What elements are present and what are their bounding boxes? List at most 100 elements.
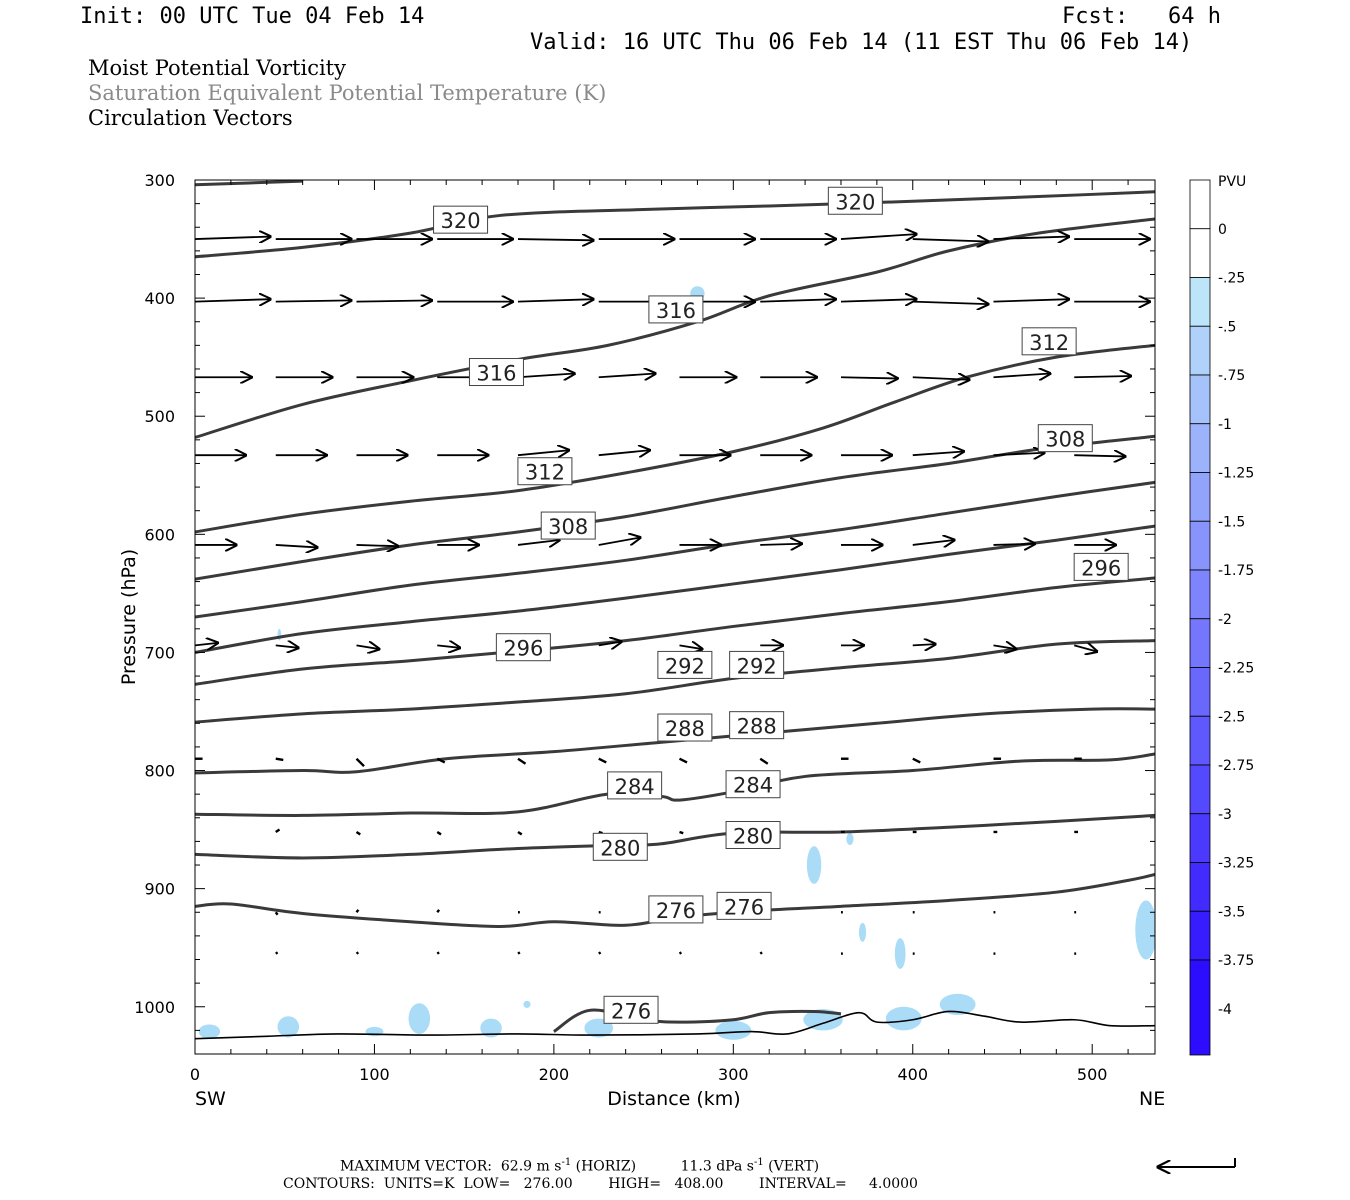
circulation-vector <box>356 300 431 301</box>
isentrope-288 <box>195 707 1155 775</box>
circulation-vector <box>355 951 360 955</box>
contour-label-box <box>607 771 663 800</box>
circulation-vector <box>517 450 569 455</box>
circulation-vector <box>912 302 988 304</box>
circulation-vector <box>436 909 441 913</box>
x-tick-label: 500 <box>1077 1065 1108 1084</box>
pv-shade-patch <box>523 1000 531 1008</box>
contour-label-box <box>468 358 524 387</box>
circulation-vector <box>993 645 1017 649</box>
circulation-vector <box>912 757 921 764</box>
circulation-vector <box>993 237 1069 239</box>
circulation-vector <box>275 951 279 955</box>
contour-label: 292 <box>657 650 713 679</box>
colorbar-swatch <box>1189 715 1211 766</box>
contour-label: 280 <box>725 821 781 849</box>
contour-label-box <box>725 770 781 799</box>
contour-label-box <box>729 650 785 679</box>
isentrope-280 <box>195 813 1155 860</box>
circulation-vector <box>993 453 1045 455</box>
contour-label-text: 292 <box>737 654 777 678</box>
circulation-vector <box>598 757 607 764</box>
terrain-layer <box>195 1010 1155 1040</box>
circulation-vector <box>679 830 684 835</box>
x-tick-label: 300 <box>718 1065 749 1084</box>
y-tick-label: 500 <box>144 407 175 426</box>
legend-vectors: Circulation Vectors <box>88 106 293 130</box>
contour-label: 276 <box>648 895 704 924</box>
colorbar-swatch <box>1189 423 1211 473</box>
forecast-hour: Fcst: 64 h <box>1062 4 1221 29</box>
colorbar-swatch <box>1189 472 1211 522</box>
circulation-vector <box>195 643 218 645</box>
circulation-vector <box>517 830 523 836</box>
circulation-vector <box>678 951 683 955</box>
colorbar-swatch <box>1189 813 1211 863</box>
contour-label-box <box>648 895 704 924</box>
circulation-vector <box>355 909 360 913</box>
max-vector-vert-unit: (VERT) <box>768 1158 820 1175</box>
circulation-vector <box>517 299 593 301</box>
pv-shade-patch <box>806 846 822 884</box>
contour-label-text: 316 <box>476 362 516 386</box>
max-vector-label: MAXIMUM VECTOR: <box>340 1158 492 1175</box>
circulation-vector <box>993 374 1051 378</box>
circulation-vector <box>993 544 1035 545</box>
contour-label: 312 <box>517 457 573 486</box>
circulation-vector <box>517 757 527 765</box>
circulation-vector <box>912 644 936 645</box>
x-tick-label: 400 <box>897 1065 928 1084</box>
contour-label: 276 <box>603 995 659 1024</box>
contour-label-box <box>433 205 489 234</box>
isentrope-320 <box>195 180 303 187</box>
contour-label: 280 <box>592 832 648 861</box>
circulation-vector <box>356 545 397 546</box>
circulation-vector <box>436 830 442 836</box>
circulation-vector <box>517 540 559 545</box>
y-tick-label: 800 <box>144 762 175 781</box>
circulation-vector <box>840 234 916 239</box>
isentrope-320 <box>195 190 1155 259</box>
legend-pv: Moist Potential Vorticity <box>88 56 346 80</box>
circulation-vector <box>598 450 650 455</box>
colorbar-swatch <box>1189 862 1211 912</box>
contour-label-box <box>1021 327 1077 356</box>
pv-shade-patch <box>894 938 906 969</box>
contour-label-layer: 320 320 316 316 312 312 308 308 296 296 292 292 288 2… <box>433 186 1129 1024</box>
colorbar-label: -4 <box>1218 1002 1232 1018</box>
pv-shade-patch <box>277 1016 300 1038</box>
contour-label-text: 284 <box>733 774 773 798</box>
contour-label-box <box>517 457 573 486</box>
contour-label-text: 312 <box>1029 331 1069 355</box>
colorbar-label: -1.5 <box>1218 514 1245 530</box>
colorbar-swatch <box>1189 179 1211 230</box>
contour-label-box <box>1037 424 1093 453</box>
circulation-vector <box>517 951 521 955</box>
colorbar-swatch <box>1189 618 1211 668</box>
contour-label: 288 <box>657 713 713 742</box>
contour-label: 320 <box>827 186 883 215</box>
circulation-vector <box>274 911 279 916</box>
plot-frame <box>194 179 1156 1055</box>
y-axis-label: Pressure (hPa) <box>118 549 140 685</box>
contour-label: 316 <box>468 358 524 387</box>
ne-label: NE <box>1139 1088 1165 1110</box>
colorbar-label: -.5 <box>1218 319 1236 335</box>
circulation-vector <box>678 757 688 764</box>
pv-shade-patch <box>846 833 854 845</box>
circulation-vector <box>1074 376 1131 377</box>
contour-label-text: 296 <box>1081 556 1121 580</box>
circulation-vector <box>598 642 622 646</box>
colorbar: 0 -.25 -.5 -.75 -1 -1.25 -1.5 -1.75 -2 -2.25 -2.5 -… <box>1189 179 1254 1056</box>
contour-label-box <box>648 295 704 324</box>
pv-shade-patch <box>885 1006 922 1031</box>
y-tick-label: 1000 <box>134 998 175 1017</box>
x-tick-label: 200 <box>539 1065 570 1084</box>
contour-info: CONTOURS: UNITS=K LOW= 276.00 HIGH= 408.… <box>283 1176 918 1192</box>
circulation-vector <box>437 645 460 647</box>
contour-label-text: 280 <box>733 825 773 849</box>
contour-label-text: 284 <box>615 775 655 799</box>
circulation-vector <box>912 239 988 241</box>
colorbar-label: -.75 <box>1218 368 1245 384</box>
